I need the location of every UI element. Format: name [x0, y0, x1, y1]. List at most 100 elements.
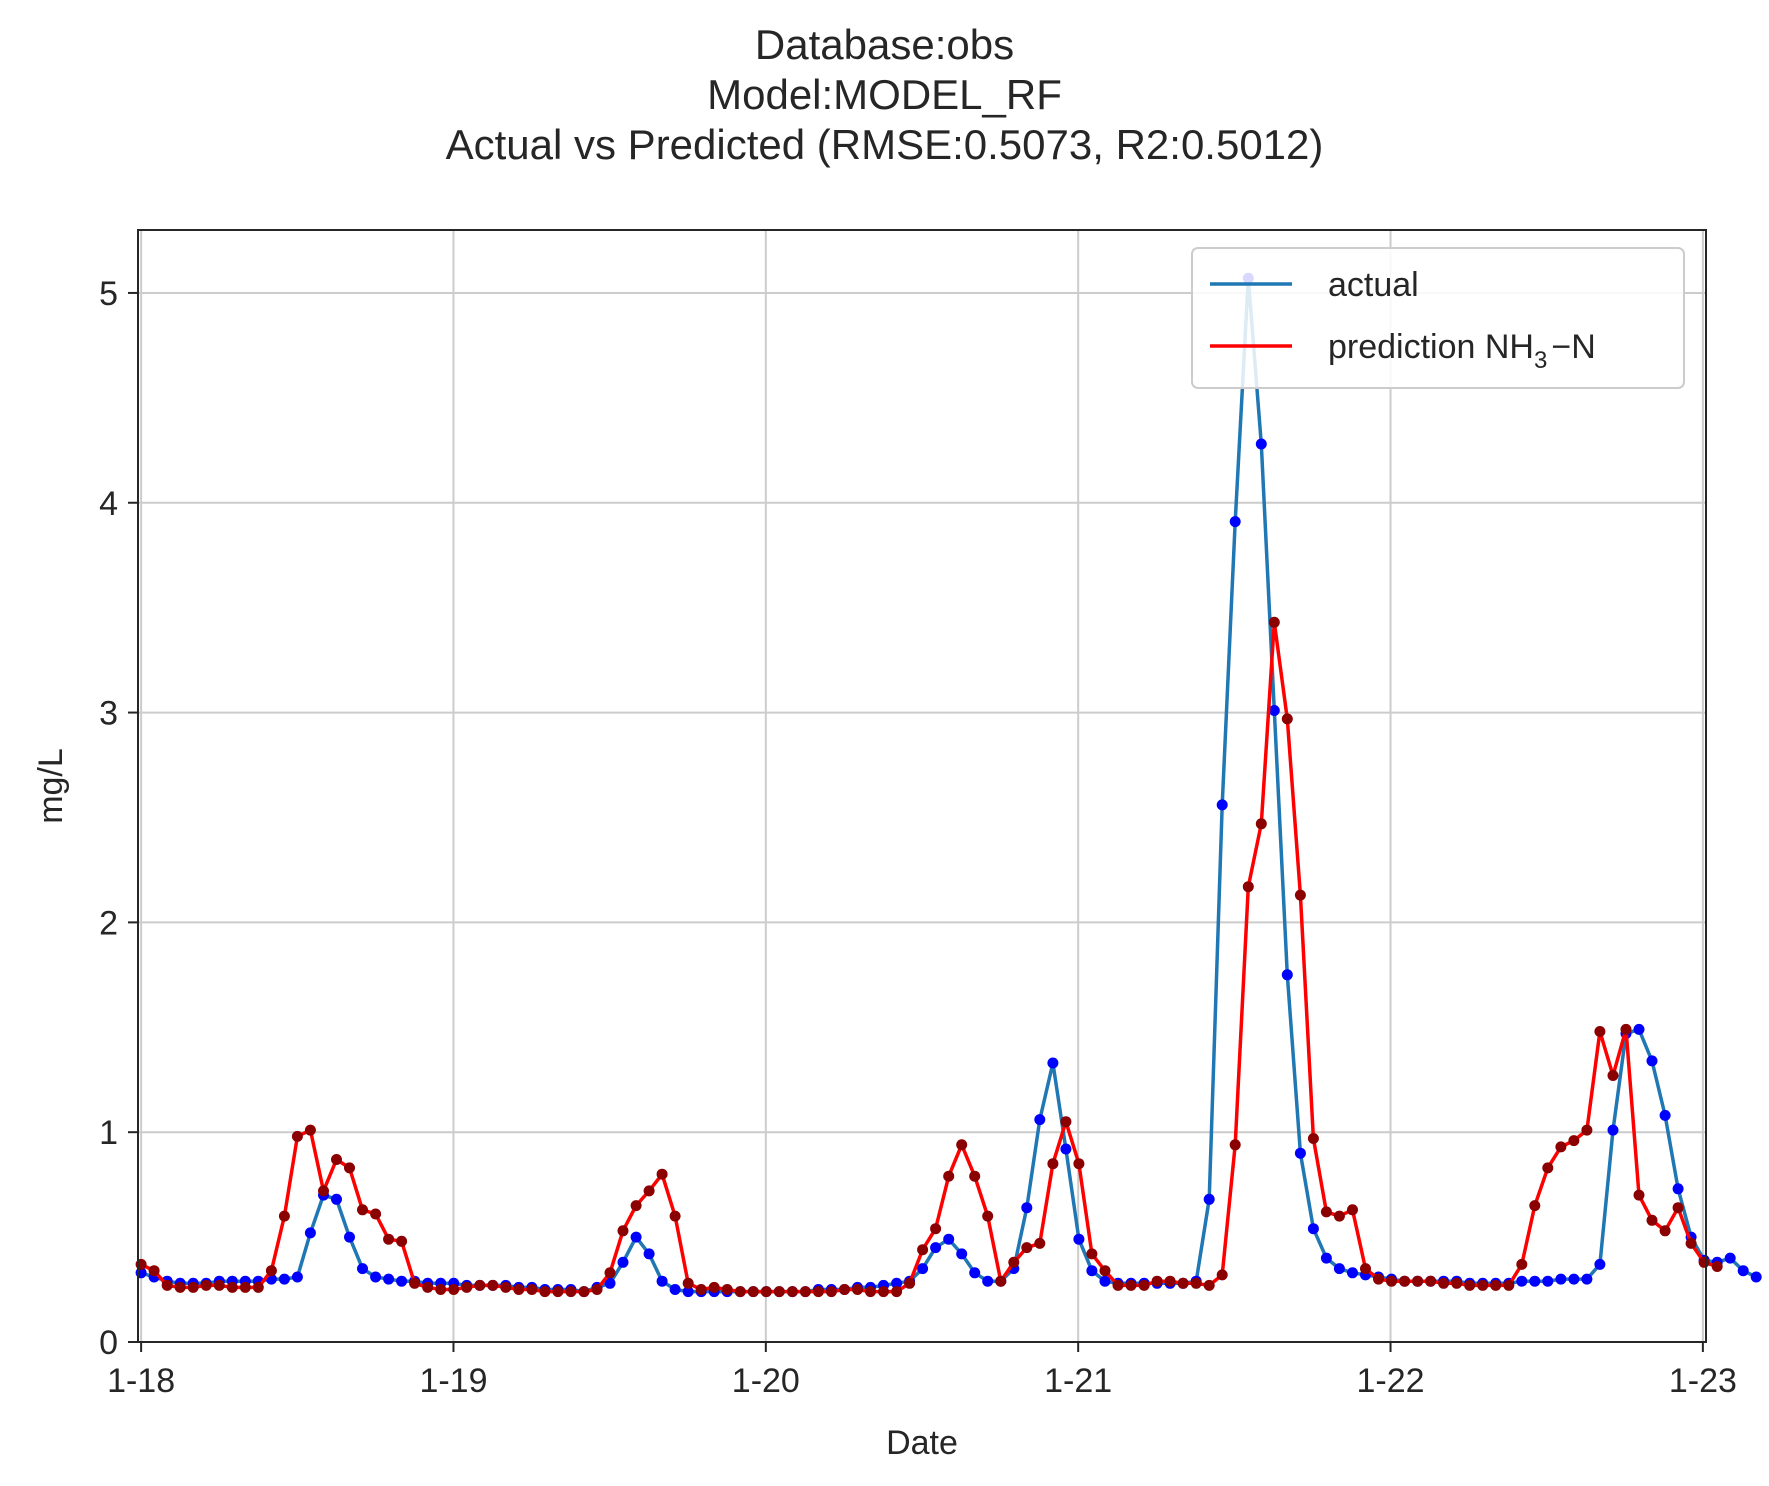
- data-point-prediction: [344, 1162, 355, 1174]
- x-axis-label: Date: [886, 1424, 958, 1462]
- data-point-actual: [304, 1227, 316, 1239]
- data-point-actual: [1607, 1124, 1619, 1136]
- data-point-actual: [1294, 1147, 1306, 1159]
- data-point-prediction: [1073, 1158, 1085, 1170]
- data-point-actual: [1307, 1223, 1319, 1235]
- data-point-actual: [1229, 516, 1241, 528]
- data-point-actual: [656, 1275, 668, 1287]
- data-point-prediction: [422, 1281, 434, 1293]
- data-point-prediction: [1659, 1225, 1671, 1237]
- data-point-prediction: [773, 1286, 785, 1298]
- data-point-prediction: [643, 1185, 655, 1197]
- data-point-actual: [682, 1286, 694, 1298]
- data-point-actual: [1060, 1143, 1072, 1155]
- data-point-prediction: [1672, 1202, 1684, 1214]
- data-point-prediction: [1412, 1275, 1424, 1287]
- data-point-prediction: [1021, 1242, 1033, 1254]
- data-point-prediction: [695, 1284, 707, 1295]
- axis-ticks: 1-18 1-19 1-20 1-21 1-22 1-23 0 1 2 3 4 5: [99, 275, 1737, 1400]
- data-point-prediction: [474, 1279, 486, 1291]
- x-tick-label: 1-20: [732, 1362, 800, 1400]
- data-point-prediction: [917, 1244, 929, 1256]
- data-point-prediction: [930, 1223, 942, 1235]
- data-point-actual: [1099, 1275, 1111, 1287]
- data-point-prediction: [956, 1139, 968, 1151]
- data-point-prediction: [1568, 1135, 1580, 1147]
- data-point-actual: [1203, 1193, 1215, 1205]
- data-point-prediction: [526, 1284, 538, 1295]
- data-point-actual: [383, 1273, 395, 1285]
- data-point-prediction: [1373, 1273, 1384, 1285]
- data-point-prediction: [1333, 1210, 1345, 1222]
- data-point-prediction: [1125, 1279, 1137, 1291]
- data-point-prediction: [461, 1281, 473, 1293]
- data-point-prediction: [1307, 1133, 1319, 1144]
- data-point-prediction: [865, 1286, 876, 1298]
- data-point-prediction: [1386, 1275, 1397, 1287]
- data-point-actual: [930, 1242, 942, 1254]
- data-point-actual: [1724, 1252, 1736, 1264]
- data-point-prediction: [265, 1265, 277, 1277]
- x-tick-label: 1-22: [1356, 1362, 1424, 1400]
- data-point-prediction: [1425, 1275, 1437, 1287]
- data-point-prediction: [1177, 1277, 1189, 1289]
- data-point-actual: [1333, 1263, 1345, 1275]
- data-point-prediction: [1698, 1256, 1710, 1268]
- data-point-actual: [956, 1248, 968, 1260]
- data-point-prediction: [891, 1286, 903, 1298]
- data-point-prediction: [552, 1286, 564, 1298]
- data-point-prediction: [1516, 1258, 1528, 1270]
- x-tick-label: 1-18: [107, 1362, 175, 1400]
- data-point-prediction: [539, 1286, 551, 1298]
- data-point-prediction: [995, 1275, 1007, 1287]
- data-point-actual: [1659, 1109, 1671, 1121]
- series-line-actual: [140, 276, 1757, 1294]
- data-point-prediction: [1607, 1070, 1619, 1081]
- data-point-actual: [1542, 1275, 1554, 1287]
- data-point-actual: [291, 1271, 303, 1283]
- data-point-prediction: [1464, 1279, 1476, 1291]
- legend-label-actual: actual: [1328, 266, 1419, 304]
- data-point-prediction: [1268, 616, 1280, 628]
- data-point-actual: [1750, 1271, 1762, 1283]
- legend-box: [1191, 247, 1685, 389]
- data-point-prediction: [174, 1281, 186, 1293]
- data-point-prediction: [1503, 1279, 1515, 1291]
- data-point-actual: [1086, 1265, 1098, 1277]
- legend-label-prediction-suffix: −N: [1551, 328, 1595, 366]
- data-point-actual: [943, 1233, 955, 1245]
- data-point-prediction: [357, 1204, 368, 1216]
- data-point-prediction: [852, 1284, 863, 1295]
- data-point-prediction: [318, 1185, 329, 1197]
- data-point-prediction: [1594, 1026, 1606, 1037]
- data-point-prediction: [1633, 1189, 1645, 1201]
- data-point-prediction: [1008, 1256, 1020, 1268]
- data-point-prediction: [252, 1281, 264, 1293]
- series-line-prediction: [140, 620, 1718, 1294]
- data-point-prediction: [513, 1284, 525, 1295]
- data-point-prediction: [291, 1130, 303, 1142]
- legend: actual prediction NH3 −N: [1191, 247, 1685, 389]
- data-point-actual: [1646, 1055, 1658, 1067]
- data-point-prediction: [1711, 1261, 1723, 1272]
- data-point-actual: [643, 1248, 655, 1260]
- data-point-actual: [1320, 1252, 1332, 1264]
- data-point-prediction: [1216, 1269, 1228, 1281]
- data-point-prediction: [1620, 1023, 1632, 1035]
- data-point-prediction: [747, 1286, 759, 1298]
- data-point-actual: [344, 1231, 355, 1243]
- data-point-actual: [630, 1231, 642, 1243]
- data-point-actual: [1672, 1183, 1684, 1195]
- data-point-actual: [891, 1277, 903, 1289]
- data-point-actual: [1347, 1267, 1358, 1279]
- data-point-prediction: [331, 1154, 342, 1165]
- data-point-actual: [1516, 1275, 1528, 1287]
- data-point-prediction: [1229, 1139, 1241, 1151]
- y-tick-label: 2: [99, 904, 118, 942]
- data-point-actual: [1255, 438, 1267, 450]
- data-point-prediction: [278, 1210, 290, 1222]
- data-point-actual: [969, 1267, 981, 1279]
- data-point-prediction: [708, 1281, 720, 1293]
- data-point-prediction: [982, 1210, 994, 1222]
- data-point-prediction: [969, 1170, 981, 1182]
